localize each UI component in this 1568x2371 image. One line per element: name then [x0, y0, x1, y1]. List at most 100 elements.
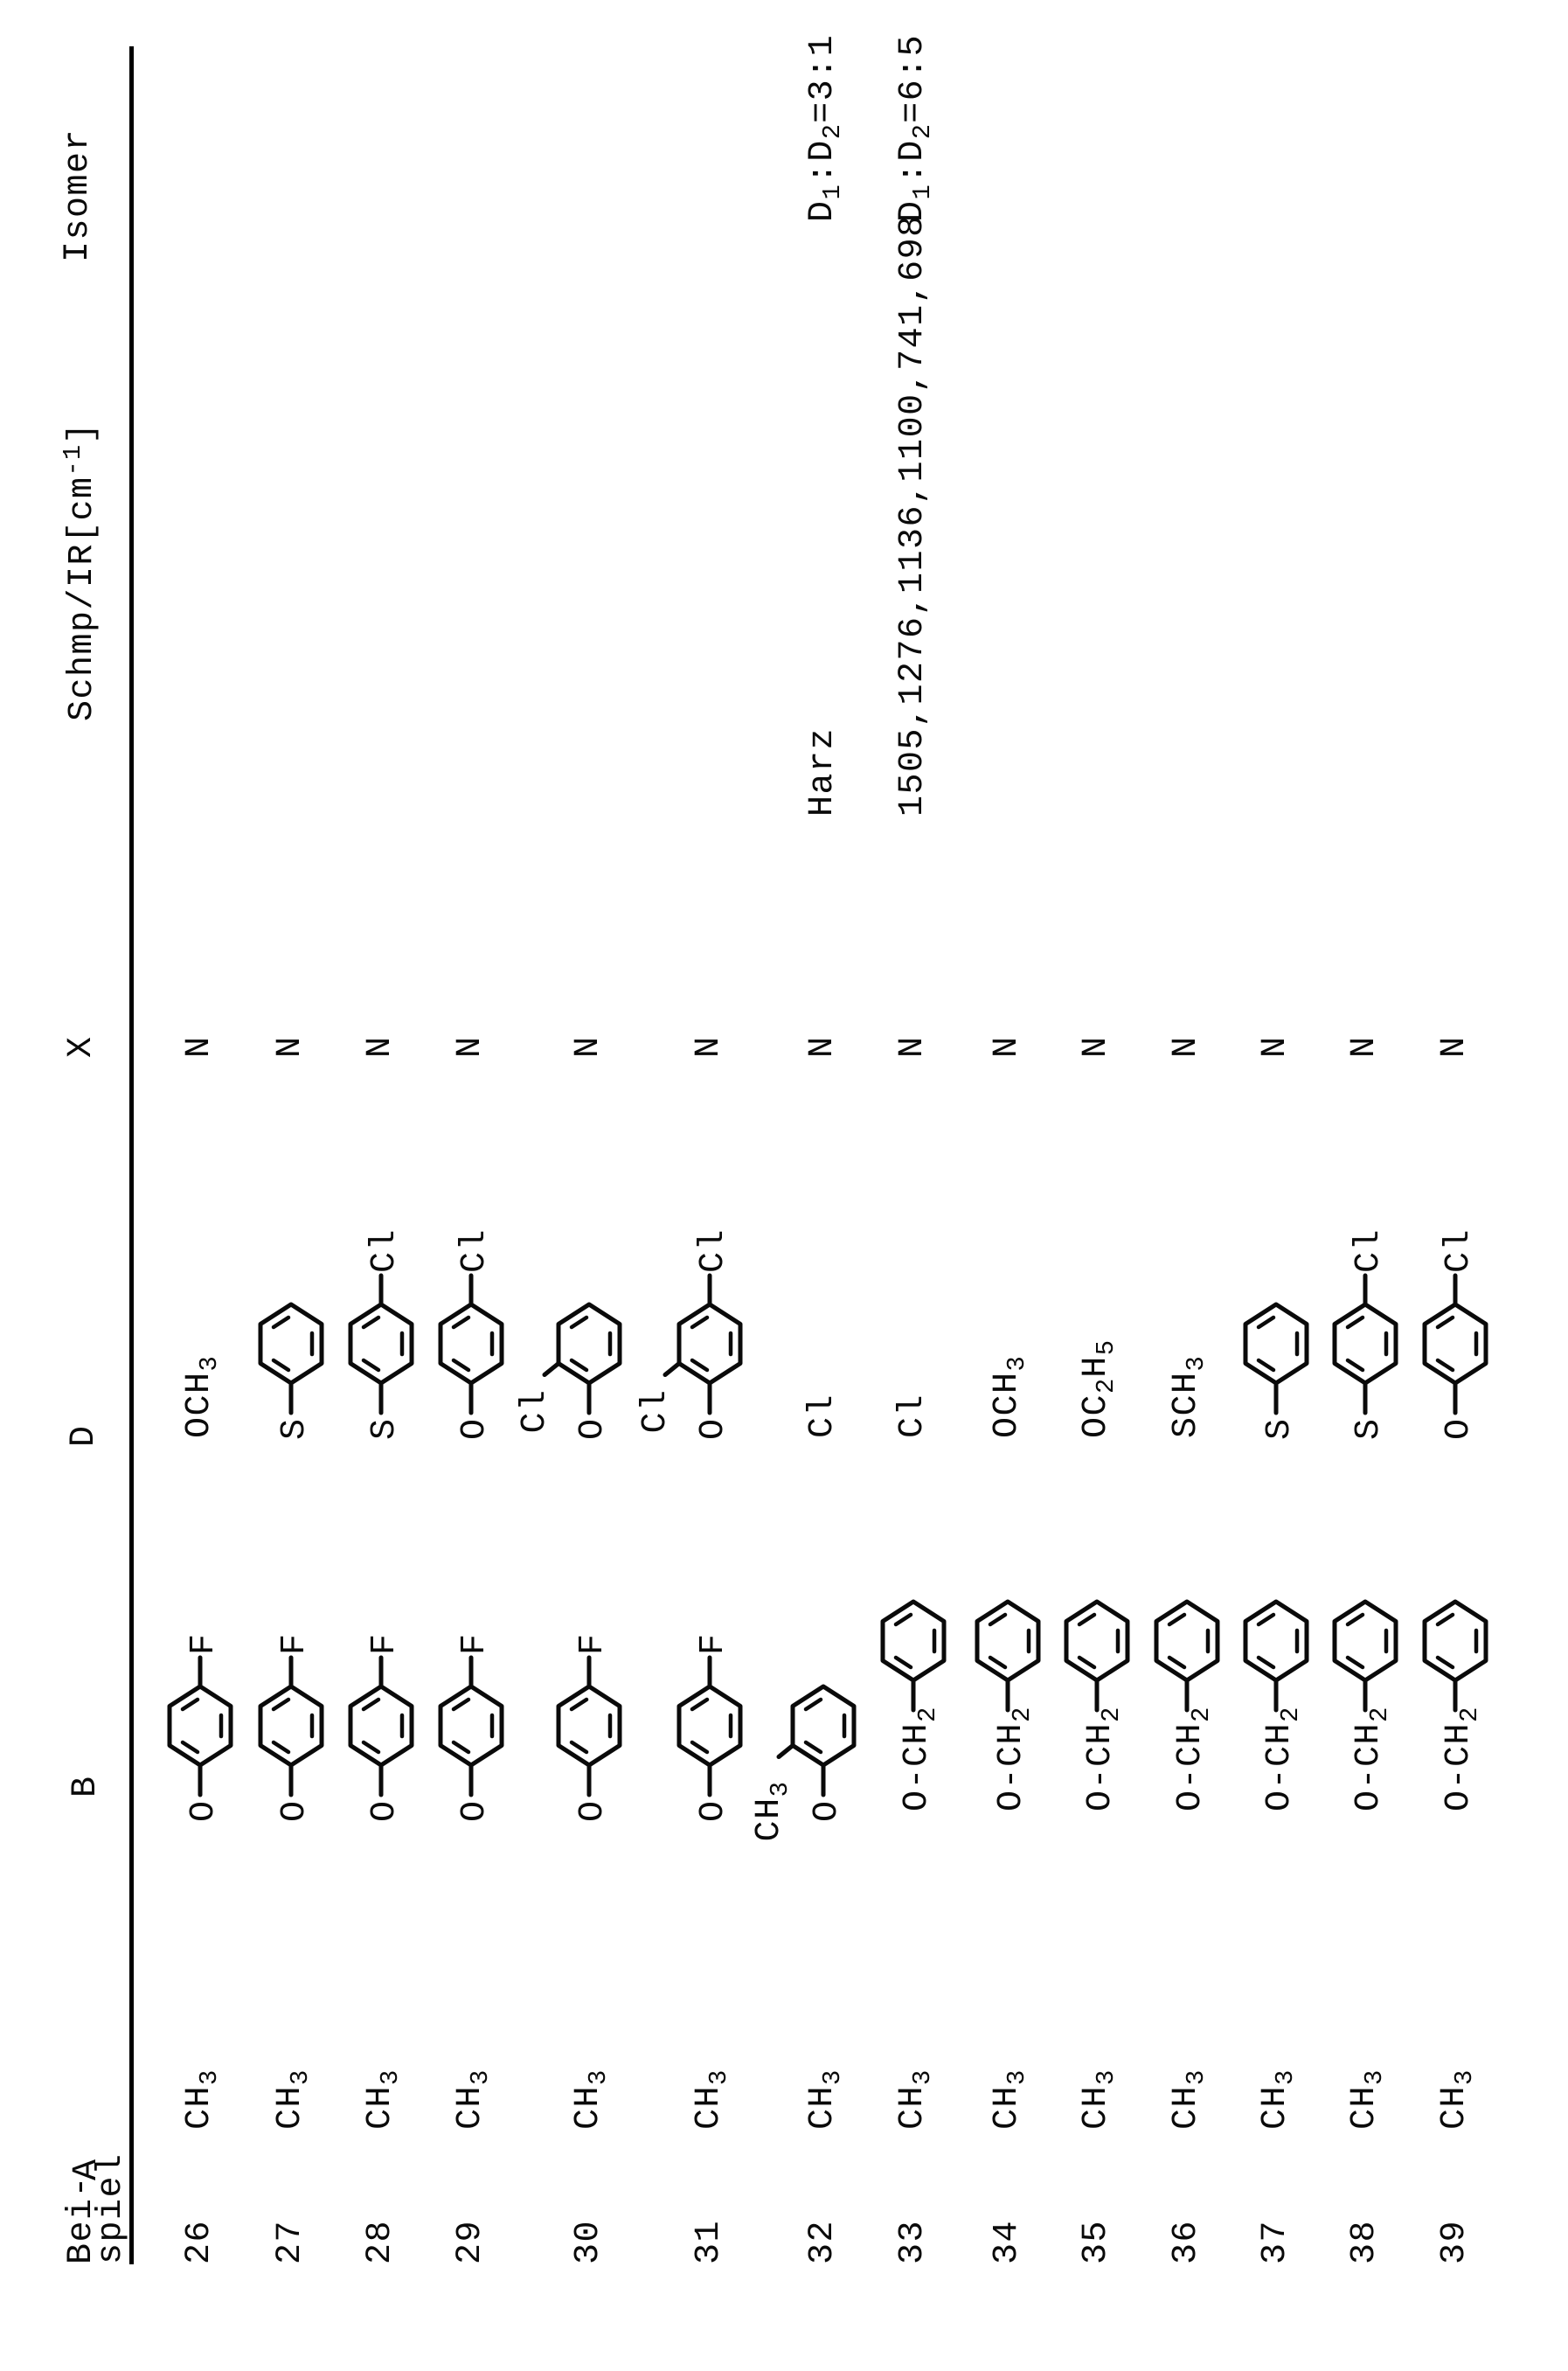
beispiel-number: 32	[803, 2219, 843, 2264]
svg-text:Cl: Cl	[455, 1228, 495, 1273]
beispiel-number: 36	[1167, 2219, 1206, 2264]
beispiel-number: 28	[361, 2219, 400, 2264]
a-value: CH3	[1345, 2069, 1390, 2130]
a-value: CH3	[690, 2069, 734, 2130]
svg-text:Cl: Cl	[1440, 1228, 1479, 1273]
b-structure benzene-ring-structure: OF	[556, 1632, 622, 1822]
svg-text:O: O	[573, 1417, 613, 1440]
b-structure benzene-ring-structure: O-CH2	[1064, 1599, 1130, 1811]
svg-text:O: O	[365, 1799, 405, 1822]
svg-text:S: S	[1349, 1417, 1389, 1440]
svg-text:S: S	[1260, 1417, 1300, 1440]
header-b: B	[66, 1775, 106, 1797]
svg-text:F: F	[694, 1632, 733, 1655]
x-value: N	[1435, 1035, 1474, 1058]
header-d: D	[65, 1424, 104, 1447]
a-value: CH3	[569, 2069, 614, 2130]
beispiel-number: 26	[180, 2219, 219, 2264]
b-structure benzene-ring-structure: OF	[438, 1632, 504, 1822]
x-value: N	[180, 1035, 219, 1058]
a-value: CH3	[1256, 2069, 1301, 2130]
d-structure benzene-ring-structure: O Cl	[516, 1302, 622, 1440]
b-structure benzene-ring-structure: O CH3	[750, 1684, 857, 1841]
svg-text:O: O	[455, 1799, 495, 1822]
beispiel-number: 34	[988, 2219, 1027, 2264]
isomer-value: D1:D2=6:5	[893, 33, 938, 222]
b-structure benzene-ring-structure: O-CH2	[1332, 1599, 1398, 1811]
x-value: N	[1077, 1035, 1116, 1058]
a-value: CH3	[1435, 2069, 1480, 2130]
svg-text:S: S	[365, 1417, 405, 1440]
d-value: OCH3	[988, 1355, 1032, 1438]
svg-text:F: F	[455, 1632, 495, 1655]
b-structure benzene-ring-structure: O-CH2	[1243, 1599, 1309, 1811]
svg-text:O-CH2: O-CH2	[1171, 1706, 1216, 1811]
x-value: N	[569, 1035, 608, 1058]
svg-text:O: O	[694, 1799, 733, 1822]
svg-text:S: S	[275, 1417, 315, 1440]
x-value: N	[988, 1035, 1027, 1058]
d-value: OC2H5	[1077, 1338, 1121, 1438]
svg-text:O: O	[808, 1799, 847, 1822]
header-a: A	[67, 2158, 107, 2180]
beispiel-number: 30	[569, 2219, 608, 2264]
d-value: SCH3	[1167, 1355, 1211, 1438]
a-value: CH3	[988, 2069, 1032, 2130]
svg-text:CH3: CH3	[750, 1781, 794, 1842]
x-value: N	[893, 1035, 933, 1058]
svg-text:Cl: Cl	[636, 1389, 676, 1434]
b-structure benzene-ring-structure: OF	[676, 1632, 743, 1822]
x-value: N	[361, 1035, 400, 1058]
b-structure benzene-ring-structure: OF	[167, 1632, 233, 1822]
svg-text:F: F	[573, 1632, 613, 1655]
svg-text:O-CH2: O-CH2	[1349, 1706, 1394, 1811]
beispiel-number: 33	[893, 2219, 933, 2264]
svg-text:O: O	[275, 1799, 315, 1822]
a-value: CH3	[180, 2069, 225, 2130]
svg-text:F: F	[184, 1632, 224, 1655]
svg-text:Cl: Cl	[1349, 1228, 1389, 1273]
beispiel-number: 29	[451, 2219, 490, 2264]
a-value: CH3	[893, 2069, 938, 2130]
svg-text:O: O	[694, 1417, 733, 1440]
d-value: OCH3	[180, 1355, 225, 1438]
b-structure benzene-ring-structure: O-CH2	[975, 1599, 1041, 1811]
schmp-ir-value: 1505,1276,1136,1100,741,698	[893, 214, 933, 817]
b-structure benzene-ring-structure: O-CH2	[880, 1599, 947, 1811]
svg-text:O-CH2: O-CH2	[1081, 1706, 1126, 1811]
beispiel-number: 38	[1345, 2219, 1384, 2264]
svg-text:Cl: Cl	[516, 1389, 555, 1434]
a-value: CH3	[1077, 2069, 1121, 2130]
header-schmp-ir: Schmp/IR[cm-1]	[59, 421, 102, 721]
x-value: N	[690, 1035, 729, 1058]
d-structure benzene-ring-structure: S Cl	[348, 1228, 414, 1440]
svg-text:O-CH2: O-CH2	[1440, 1706, 1484, 1811]
svg-text:F: F	[365, 1632, 405, 1655]
d-structure benzene-ring-structure: O Cl	[438, 1228, 504, 1440]
svg-text:F: F	[275, 1632, 315, 1655]
svg-text:Cl: Cl	[694, 1228, 733, 1273]
x-value: N	[451, 1035, 490, 1058]
a-value: CH3	[1167, 2069, 1211, 2130]
a-value: CH3	[451, 2069, 496, 2130]
svg-text:Cl: Cl	[365, 1228, 405, 1273]
svg-text:O-CH2: O-CH2	[898, 1706, 942, 1811]
svg-text:O-CH2: O-CH2	[1260, 1706, 1305, 1811]
svg-text:O: O	[184, 1799, 224, 1822]
x-value: N	[803, 1035, 843, 1058]
d-value: Cl	[803, 1393, 843, 1438]
d-structure benzene-ring-structure: S	[1243, 1302, 1309, 1440]
header-rule	[129, 46, 134, 2264]
b-structure benzene-ring-structure: O-CH2	[1422, 1599, 1488, 1811]
x-value: N	[1256, 1035, 1295, 1058]
d-structure benzene-ring-structure: S	[258, 1302, 324, 1440]
beispiel-number: 35	[1077, 2219, 1116, 2264]
b-structure benzene-ring-structure: OF	[348, 1632, 414, 1822]
beispiel-number: 39	[1435, 2219, 1474, 2264]
x-value: N	[1167, 1035, 1206, 1058]
a-value: CH3	[361, 2069, 406, 2130]
svg-text:O: O	[1440, 1417, 1479, 1440]
header-isomer: Isomer	[59, 128, 98, 262]
beispiel-number: 37	[1256, 2219, 1295, 2264]
